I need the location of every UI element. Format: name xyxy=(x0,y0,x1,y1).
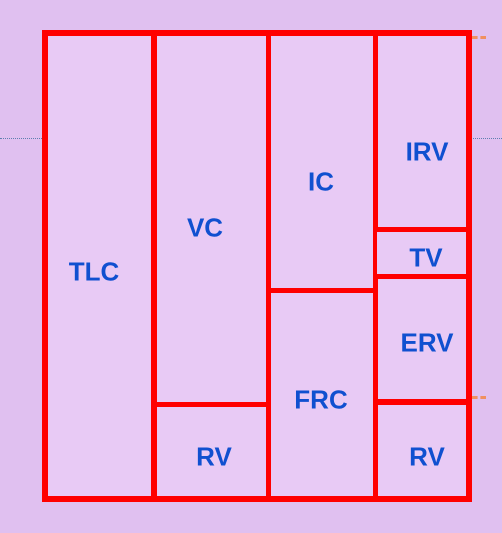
box-rv-col4: RV xyxy=(373,400,472,502)
tick-top xyxy=(472,36,486,39)
label-ic: IC xyxy=(308,167,334,198)
box-tv: TV xyxy=(373,228,472,278)
box-frc: FRC xyxy=(266,288,378,502)
diagram-stage: TLC VC RV IC FRC IRV TV ERV RV xyxy=(0,0,502,533)
box-vc: VC xyxy=(152,30,271,407)
box-rv-col2: RV xyxy=(152,402,271,502)
label-vc: VC xyxy=(187,213,223,244)
label-rv-col4: RV xyxy=(409,442,445,473)
tick-bottom xyxy=(472,396,486,399)
label-rv-col2: RV xyxy=(196,442,232,473)
box-ic: IC xyxy=(266,30,378,293)
label-erv: ERV xyxy=(401,328,454,359)
label-tlc: TLC xyxy=(69,257,120,288)
label-irv: IRV xyxy=(406,137,449,168)
label-tv: TV xyxy=(409,243,442,274)
box-tlc: TLC xyxy=(42,30,157,502)
box-irv: IRV xyxy=(373,30,472,232)
label-frc: FRC xyxy=(294,385,347,416)
box-erv: ERV xyxy=(373,274,472,404)
